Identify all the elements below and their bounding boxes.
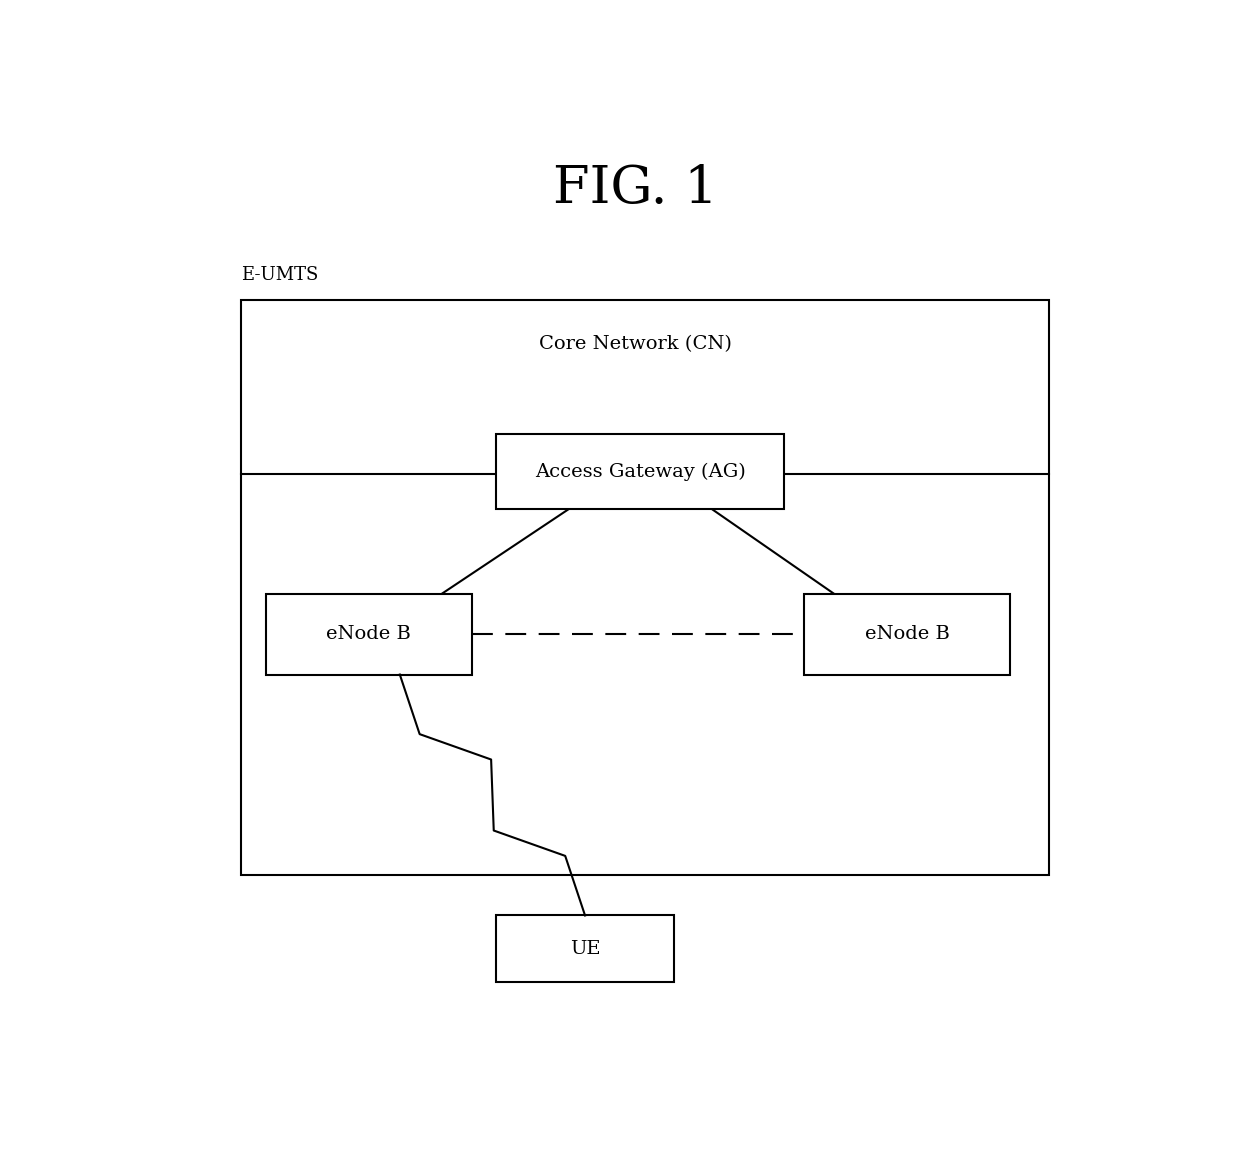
Bar [242, 300, 1049, 875]
Bar [265, 595, 472, 675]
Text: eNode B: eNode B [326, 626, 412, 643]
Text: Core Network (CN): Core Network (CN) [539, 335, 732, 353]
Text: eNode B: eNode B [864, 626, 950, 643]
Bar [496, 916, 675, 983]
Text: Access Gateway (AG): Access Gateway (AG) [534, 462, 745, 481]
Bar [804, 595, 1011, 675]
Text: FIG. 1: FIG. 1 [553, 162, 718, 213]
Text: UE: UE [570, 940, 600, 958]
Bar [496, 433, 785, 510]
Text: E-UMTS: E-UMTS [242, 265, 319, 284]
